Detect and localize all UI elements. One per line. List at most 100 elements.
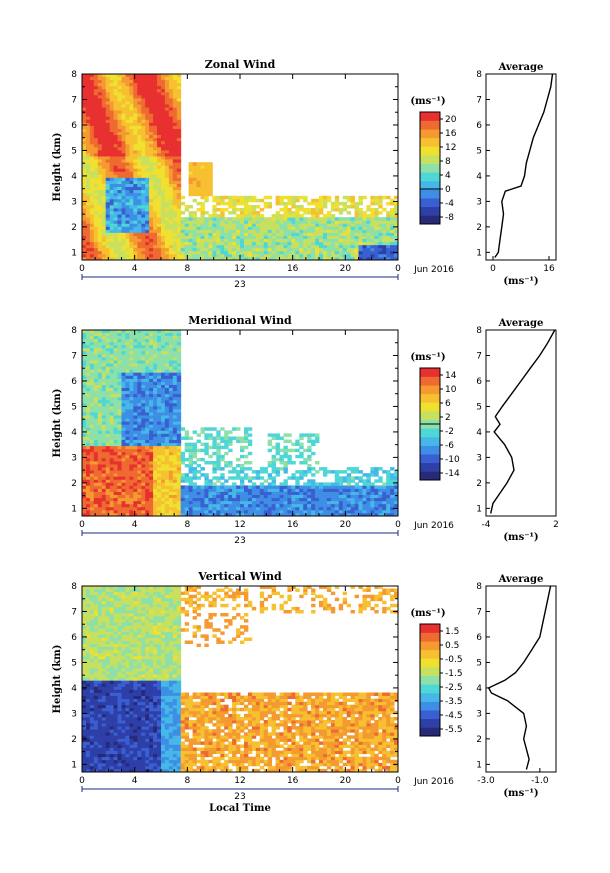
heatmap-cell bbox=[259, 500, 265, 505]
heatmap-cell bbox=[180, 461, 186, 465]
heatmap-cell bbox=[137, 205, 142, 209]
heatmap-cell bbox=[113, 211, 118, 215]
heatmap-cell bbox=[145, 381, 150, 385]
heatmap-cell bbox=[149, 253, 154, 258]
heatmap-cell bbox=[105, 454, 111, 459]
heatmap-cell bbox=[117, 214, 122, 218]
heatmap-cell bbox=[263, 250, 269, 255]
heatmap-cell bbox=[109, 168, 115, 172]
heatmap-cell bbox=[168, 134, 174, 139]
heatmap-cell bbox=[137, 165, 142, 169]
heatmap-cell bbox=[259, 470, 265, 474]
heatmap-cell bbox=[153, 198, 158, 203]
heatmap-cell bbox=[382, 238, 387, 243]
heatmap-cell bbox=[164, 390, 170, 395]
heatmap-cell bbox=[240, 506, 245, 511]
heatmap-cell bbox=[168, 223, 174, 227]
heatmap-cell bbox=[184, 205, 190, 209]
heatmap-cell bbox=[97, 464, 103, 468]
heatmap-cell bbox=[299, 509, 304, 514]
heatmap-cell bbox=[117, 134, 122, 139]
heatmap-cell bbox=[137, 73, 142, 77]
heatmap-cell bbox=[137, 384, 142, 388]
heatmap-cell bbox=[125, 195, 130, 200]
heatmap-cell bbox=[172, 497, 178, 502]
heatmap-cell bbox=[121, 116, 126, 120]
heatmap-cell bbox=[82, 369, 87, 373]
heatmap-cell bbox=[121, 409, 126, 413]
heatmap-cell bbox=[86, 256, 91, 261]
heatmap-cell bbox=[141, 171, 146, 175]
heatmap-cell bbox=[137, 201, 142, 206]
heatmap-cell bbox=[153, 461, 158, 465]
heatmap-cell bbox=[326, 241, 332, 246]
heatmap-cell bbox=[105, 399, 111, 404]
heatmap-cell bbox=[161, 232, 166, 236]
heatmap-cell bbox=[291, 244, 296, 249]
heatmap-cell bbox=[141, 177, 146, 181]
heatmap-cell bbox=[105, 79, 111, 84]
heatmap-cell bbox=[105, 180, 111, 184]
avg-y-tick-label: 3 bbox=[476, 197, 482, 207]
heatmap-cell bbox=[82, 192, 87, 197]
heatmap-cell bbox=[97, 177, 103, 181]
heatmap-cell bbox=[82, 409, 87, 413]
heatmap-cell bbox=[176, 332, 182, 336]
heatmap-cell bbox=[228, 232, 233, 236]
heatmap-cell bbox=[121, 329, 126, 333]
heatmap-cell bbox=[101, 378, 107, 382]
heatmap-cell bbox=[338, 232, 344, 236]
heatmap-cell bbox=[133, 110, 138, 114]
heatmap-cell bbox=[101, 165, 107, 169]
heatmap-cell bbox=[346, 223, 352, 227]
heatmap-cell bbox=[180, 506, 186, 511]
heatmap-cell bbox=[311, 217, 316, 221]
heatmap-cell bbox=[133, 412, 138, 416]
heatmap-cell bbox=[319, 220, 324, 224]
heatmap-cell bbox=[153, 98, 158, 102]
heatmap-cell bbox=[236, 494, 241, 499]
heatmap-cell bbox=[164, 470, 170, 474]
heatmap-cell bbox=[113, 192, 118, 197]
heatmap-cell bbox=[113, 168, 118, 172]
heatmap-cell bbox=[157, 476, 162, 480]
heatmap-cell bbox=[346, 250, 352, 255]
heatmap-cell bbox=[200, 457, 205, 462]
heatmap-cell bbox=[176, 436, 182, 440]
heatmap-cell bbox=[86, 174, 91, 178]
heatmap-cell bbox=[200, 168, 205, 172]
heatmap-cell bbox=[228, 205, 233, 209]
heatmap-cell bbox=[378, 244, 383, 249]
heatmap-cell bbox=[192, 476, 197, 480]
heatmap-cell bbox=[196, 168, 201, 172]
heatmap-cell bbox=[109, 329, 115, 333]
heatmap-cell bbox=[129, 387, 134, 392]
heatmap-cell bbox=[149, 110, 154, 114]
heatmap-cell bbox=[208, 494, 213, 499]
heatmap-cell bbox=[121, 85, 126, 90]
heatmap-cell bbox=[113, 165, 118, 169]
heatmap-cell bbox=[168, 476, 174, 480]
heatmap-cell bbox=[149, 171, 154, 175]
heatmap-cell bbox=[216, 244, 221, 249]
heatmap-cell bbox=[275, 235, 280, 239]
heatmap-cell bbox=[153, 509, 158, 514]
heatmap-cell bbox=[82, 393, 87, 398]
heatmap-cell bbox=[303, 195, 308, 200]
heatmap-cell bbox=[141, 461, 146, 465]
heatmap-cell bbox=[208, 229, 213, 233]
heatmap-cell bbox=[129, 384, 134, 388]
heatmap-cell bbox=[157, 390, 162, 395]
heatmap-cell bbox=[82, 350, 87, 355]
heatmap-cell bbox=[283, 244, 288, 249]
heatmap-cell bbox=[141, 101, 146, 105]
heatmap-cell bbox=[93, 79, 99, 84]
heatmap-cell bbox=[267, 461, 273, 465]
heatmap-cell bbox=[113, 457, 118, 462]
heatmap-cell bbox=[267, 506, 273, 511]
heatmap-cell bbox=[338, 512, 344, 517]
heatmap-cell bbox=[157, 256, 162, 261]
heatmap-cell bbox=[275, 238, 280, 243]
heatmap-cell bbox=[311, 232, 316, 236]
heatmap-cell bbox=[279, 253, 284, 258]
